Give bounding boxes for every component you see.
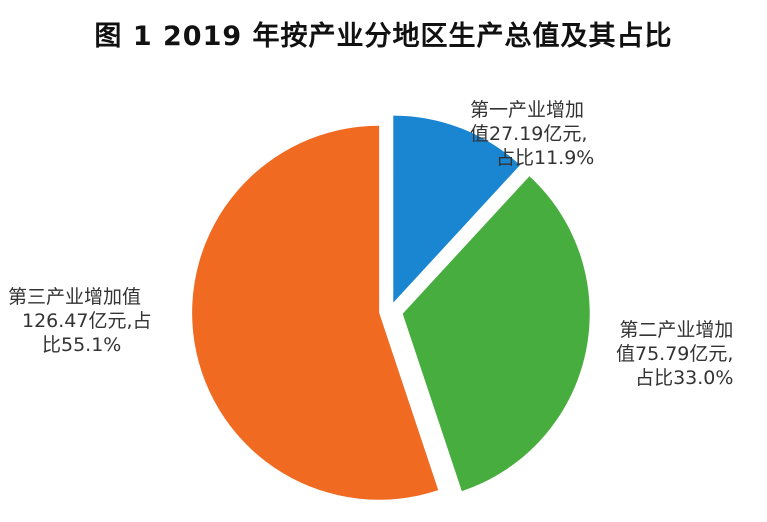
slice-label-line: 比55.1% xyxy=(42,334,122,356)
slice-label-line: 占比11.9% xyxy=(496,147,595,169)
slice-label-secondary-industry: 第二产业增加 值75.79亿元, 占比33.0% xyxy=(616,318,733,390)
slice-label-line: 第三产业增加值 xyxy=(8,286,142,308)
slice-label-line: 126.47亿元,占 xyxy=(22,310,152,332)
slice-label-line: 值27.19亿元, xyxy=(470,123,588,145)
pie-slice-tertiary-industry xyxy=(192,125,439,500)
slice-label-tertiary-industry: 第三产业增加值 126.47亿元,占 比55.1% xyxy=(8,285,152,357)
chart-title: 图 1 2019 年按产业分地区生产总值及其占比 xyxy=(94,21,673,52)
slice-label-primary-industry: 第一产业增加 值27.19亿元, 占比11.9% xyxy=(470,98,594,170)
slice-label-line: 值75.79亿元, xyxy=(616,343,734,365)
slice-label-line: 第一产业增加 xyxy=(470,99,585,121)
pie-slice-secondary-industry xyxy=(402,176,590,492)
slice-label-line: 第二产业增加 xyxy=(619,319,734,341)
pie-slice-primary-industry xyxy=(393,115,520,303)
slice-label-line: 占比33.0% xyxy=(635,367,734,389)
